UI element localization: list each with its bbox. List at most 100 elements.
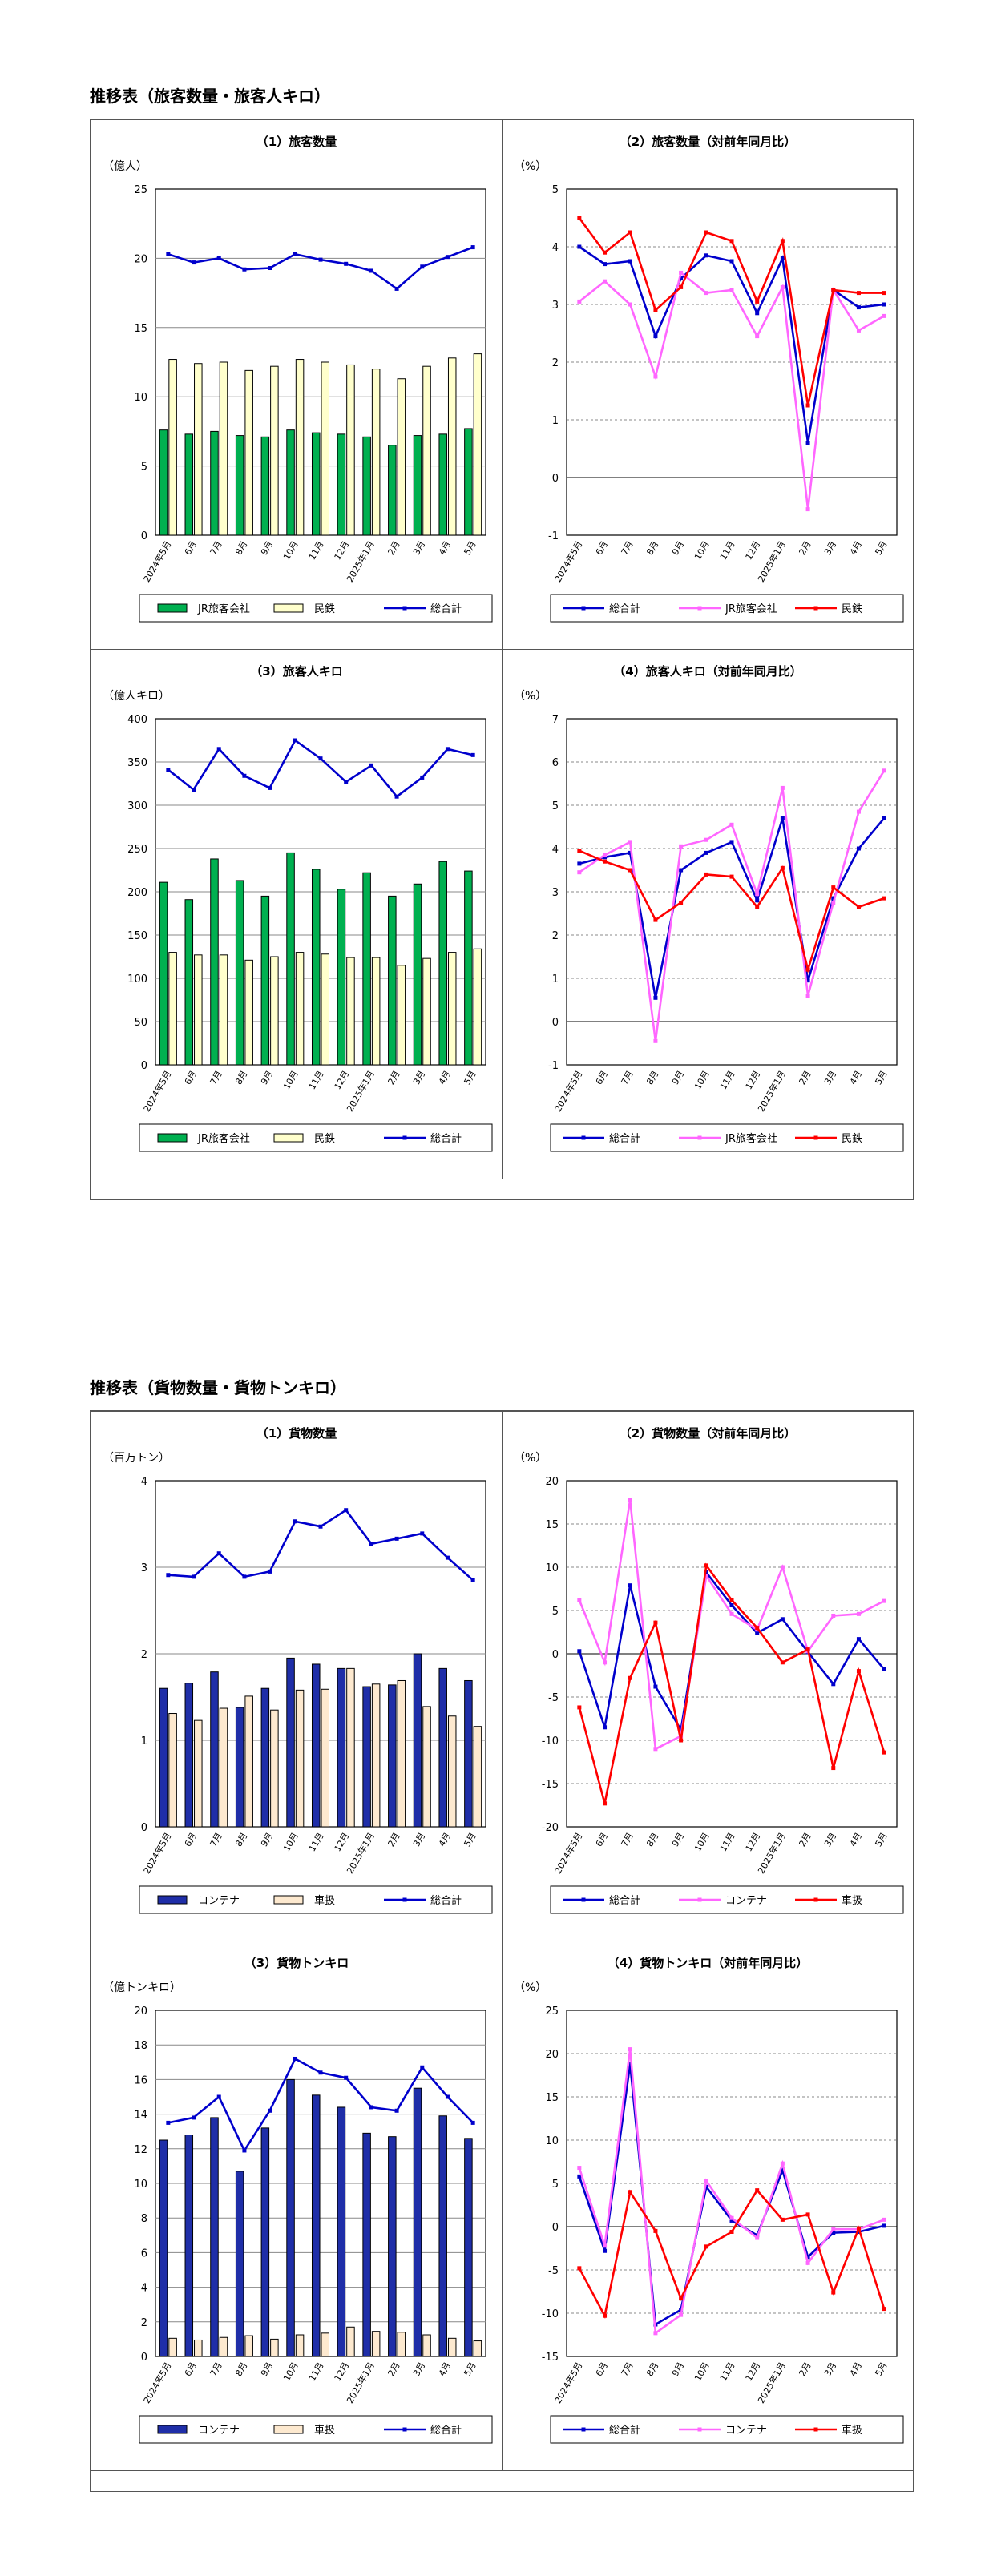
bar <box>473 948 482 1066</box>
x-tick-label: 8月 <box>644 1831 660 1848</box>
x-tick-label: 5月 <box>462 1069 478 1086</box>
bar <box>270 1709 279 1828</box>
data-point <box>268 785 272 790</box>
data-point <box>577 299 582 304</box>
x-tick-label: 12月 <box>744 1831 763 1853</box>
data-point <box>293 2056 297 2061</box>
data-point <box>653 1684 658 1689</box>
y-tick-label: 5 <box>552 184 559 196</box>
x-tick-label: 2月 <box>797 2360 813 2378</box>
data-point <box>831 288 836 292</box>
x-tick-label: 3月 <box>411 1069 427 1086</box>
data-point <box>445 2094 450 2099</box>
bar <box>447 357 457 536</box>
data-point <box>780 2217 785 2222</box>
x-tick-label: 12月 <box>333 2360 352 2383</box>
data-point <box>628 868 632 873</box>
x-tick-label: 8月 <box>233 1831 249 1848</box>
data-point <box>420 264 425 269</box>
legend-marker <box>581 1897 586 1902</box>
legend-marker <box>581 2427 586 2432</box>
y-tick-label: 0 <box>141 530 147 542</box>
bar <box>337 433 346 536</box>
data-point <box>577 870 582 875</box>
legend-marker <box>697 1897 702 1902</box>
legend-label: 民鉄 <box>314 603 335 615</box>
y-tick-label: -20 <box>542 1822 559 1834</box>
data-point <box>856 328 861 333</box>
bar <box>337 1667 346 1828</box>
y-tick-label: 18 <box>134 2040 147 2052</box>
bar <box>473 1726 482 1828</box>
data-point <box>856 809 861 814</box>
legend-label: 車扱 <box>842 2425 862 2437</box>
bar <box>159 881 168 1066</box>
x-tick-label: 2月 <box>797 1831 813 1848</box>
y-tick-label: 50 <box>134 1017 147 1029</box>
y-tick-label: 4 <box>141 2283 147 2295</box>
bar <box>244 2335 253 2357</box>
y-tick-label: 350 <box>127 757 147 769</box>
x-tick-label: 2024年5月 <box>141 1831 174 1876</box>
data-point <box>729 1611 734 1616</box>
y-tick-label: 10 <box>545 1562 559 1574</box>
bar <box>371 957 381 1066</box>
data-point <box>679 284 684 289</box>
x-tick-label: 8月 <box>233 2360 249 2378</box>
chart-unit-label: （億人） <box>103 160 147 173</box>
x-tick-label: 12月 <box>333 1069 352 1091</box>
y-tick-label: 4 <box>141 1476 147 1488</box>
data-point <box>805 967 810 972</box>
data-point <box>318 1524 323 1529</box>
data-point <box>603 2248 608 2253</box>
data-point <box>628 1675 632 1680</box>
y-tick-label: 3 <box>552 300 559 312</box>
data-point <box>882 291 886 296</box>
bar <box>362 436 371 536</box>
data-point <box>293 738 297 743</box>
data-point <box>882 2223 886 2228</box>
legend-label: 民鉄 <box>842 603 862 615</box>
y-tick-label: 0 <box>552 1649 559 1661</box>
chart-unit-label: （%） <box>514 1981 547 1994</box>
data-point <box>882 2307 886 2312</box>
y-tick-label: 5 <box>141 462 147 474</box>
data-point <box>318 2070 323 2075</box>
data-point <box>729 2229 734 2234</box>
legend-box <box>139 2415 493 2444</box>
bar <box>438 1667 447 1828</box>
bar <box>260 1687 270 1828</box>
data-point <box>268 265 272 270</box>
legend-swatch <box>157 2425 188 2434</box>
x-tick-label: 7月 <box>208 1069 224 1086</box>
data-point <box>729 2218 734 2223</box>
bar <box>397 965 406 1066</box>
data-point <box>780 1660 785 1665</box>
data-point <box>805 1647 810 1652</box>
bar <box>210 1671 219 1828</box>
chart-title: （3）旅客人キロ <box>250 664 342 679</box>
x-tick-label: 9月 <box>670 2360 686 2378</box>
data-point <box>704 1563 708 1568</box>
bar <box>168 359 177 536</box>
data-point <box>470 2120 475 2125</box>
y-tick-label: 100 <box>127 974 147 986</box>
bar <box>184 2135 194 2357</box>
data-point <box>780 785 785 790</box>
y-tick-label: 15 <box>545 1519 559 1531</box>
y-tick-label: 25 <box>545 2006 559 2018</box>
data-point <box>882 1667 886 1671</box>
data-point <box>729 2215 734 2220</box>
data-point <box>679 276 684 281</box>
data-point <box>679 2296 684 2301</box>
y-tick-label: 10 <box>134 392 147 404</box>
data-point <box>420 1531 425 1536</box>
bar <box>321 1688 330 1828</box>
bar <box>438 433 447 536</box>
y-tick-label: 0 <box>552 1017 559 1029</box>
data-point <box>577 2174 582 2179</box>
y-tick-label: 200 <box>127 887 147 899</box>
data-point <box>653 1620 658 1625</box>
x-tick-label: 10月 <box>281 1069 301 1091</box>
bar <box>371 369 381 536</box>
